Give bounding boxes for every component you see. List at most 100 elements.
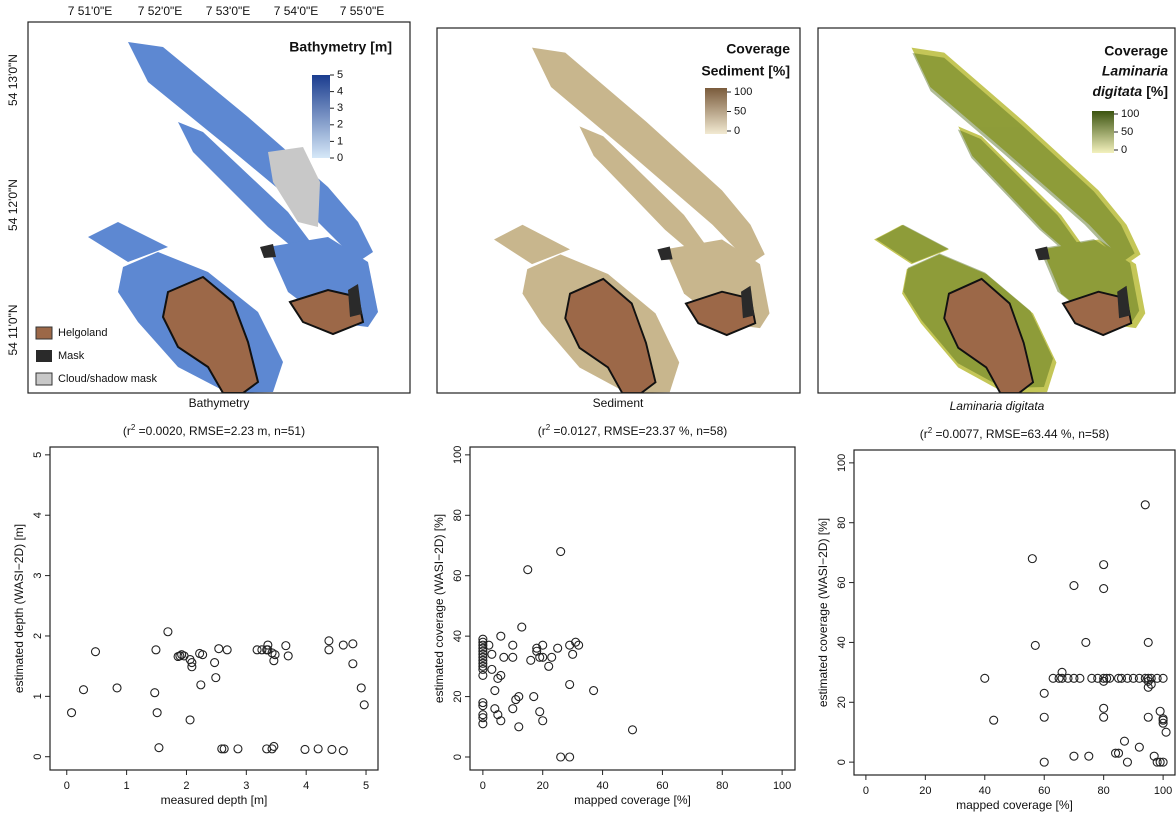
x-tick-label: 80 (1098, 785, 1110, 797)
point (990, 716, 998, 724)
point (325, 637, 333, 645)
x-tick-label: 3 (243, 780, 249, 792)
x-axis-label: measured depth [m] (161, 793, 268, 807)
point (491, 687, 499, 695)
point (357, 684, 365, 692)
subtitle-part: =0.0020, RMSE=2.23 m, n=51) (135, 424, 305, 438)
map-title-part: [%] (1146, 83, 1168, 99)
point (314, 745, 322, 753)
map-title: Coverage (1104, 43, 1168, 59)
point (1153, 674, 1161, 682)
point (1144, 638, 1152, 646)
point (500, 653, 508, 661)
x-tick-label: 20 (919, 785, 931, 797)
x-tick-label: 0 (863, 785, 869, 797)
lon-label: 7 54'0"E (274, 4, 319, 18)
x-tick-label: 40 (979, 785, 991, 797)
subtitle: (r2 =0.0077, RMSE=63.44 %, n=58) (920, 426, 1110, 442)
y-tick-label: 40 (452, 630, 464, 642)
point (153, 709, 161, 717)
point (212, 674, 220, 682)
x-axis-label: mapped coverage [%] (956, 798, 1073, 812)
point (629, 726, 637, 734)
point (566, 680, 574, 688)
colorbar (1092, 111, 1114, 153)
point (253, 646, 261, 654)
map-title: Coverage (726, 41, 790, 57)
x-tick-label: 2 (183, 780, 189, 792)
point (164, 628, 172, 636)
point (1070, 752, 1078, 760)
point (268, 745, 276, 753)
point (554, 644, 562, 652)
point (548, 653, 556, 661)
point (1135, 743, 1143, 751)
x-tick-label: 80 (716, 780, 728, 792)
colorbar (705, 88, 727, 134)
y-axis-label: estimated coverage (WASI−2D) [%] (432, 514, 446, 703)
point (68, 709, 76, 717)
colorbar-label: 0 (337, 152, 343, 164)
point (152, 646, 160, 654)
colorbar-label: 100 (734, 86, 752, 98)
y-tick-label: 3 (32, 573, 44, 579)
point (197, 681, 205, 689)
x-tick-label: 0 (480, 780, 486, 792)
y-tick-label: 5 (32, 452, 44, 458)
lat-label: 54 13'0"N (6, 54, 20, 106)
point (1049, 674, 1057, 682)
point (1100, 713, 1108, 721)
colorbar-label: 50 (734, 105, 746, 117)
y-tick-label: 1 (32, 693, 44, 699)
subtitle-part: (r (920, 427, 928, 441)
map-caption: Sediment (593, 396, 644, 410)
subtitle: (r2 =0.0020, RMSE=2.23 m, n=51) (123, 423, 305, 439)
point (301, 745, 309, 753)
point (488, 665, 496, 673)
map-title: Sediment [%] (701, 63, 790, 79)
map-sediment (437, 28, 800, 393)
point (1064, 674, 1072, 682)
legend-swatch (36, 350, 52, 362)
y-tick-label: 2 (32, 633, 44, 639)
y-tick-label: 100 (836, 454, 848, 472)
lon-label: 7 51'0"E (68, 4, 113, 18)
point (339, 641, 347, 649)
point (524, 566, 532, 574)
point (1100, 585, 1108, 593)
point (488, 650, 496, 658)
map-title: Bathymetry [m] (289, 39, 392, 55)
colorbar-label: 0 (1121, 144, 1127, 156)
point (1162, 728, 1170, 736)
point (590, 687, 598, 695)
colorbar (312, 75, 330, 158)
point (339, 747, 347, 755)
page: { "maps": [ {"title": ["Bathymetry [m]"]… (0, 0, 1176, 816)
point (536, 708, 544, 716)
point (155, 744, 163, 752)
point (1144, 713, 1152, 721)
point (328, 745, 336, 753)
legend-label: Cloud/shadow mask (58, 373, 158, 385)
point (1085, 752, 1093, 760)
point (497, 632, 505, 640)
plot-frame (470, 447, 795, 770)
colorbar-label: 3 (337, 102, 343, 114)
x-tick-label: 100 (773, 780, 791, 792)
y-tick-label: 100 (452, 446, 464, 464)
x-tick-label: 40 (596, 780, 608, 792)
x-tick-label: 5 (363, 780, 369, 792)
point (223, 646, 231, 654)
point (186, 716, 194, 724)
point (530, 693, 538, 701)
map-bathymetry: Helgoland Mask Cloud/shadow mask (28, 22, 410, 393)
point (1100, 561, 1108, 569)
point (91, 648, 99, 656)
x-tick-label: 60 (1038, 785, 1050, 797)
point (557, 753, 565, 761)
map-title: Laminaria (1102, 63, 1168, 79)
point (1031, 641, 1039, 649)
colorbar-label: 50 (1121, 126, 1133, 138)
point (234, 745, 242, 753)
x-tick-label: 60 (656, 780, 668, 792)
